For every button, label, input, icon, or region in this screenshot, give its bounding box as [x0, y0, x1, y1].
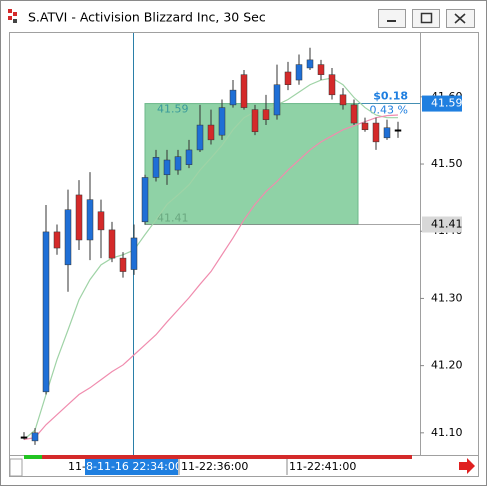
- x-tick-label: 8-11-16 22:34:00: [86, 460, 182, 473]
- candle-body: [273, 84, 281, 116]
- candle-body: [86, 199, 94, 241]
- candle-body: [185, 149, 193, 165]
- candle-body: [372, 122, 380, 143]
- candle-body: [42, 231, 50, 393]
- candle-body: [130, 237, 138, 270]
- candle-body: [295, 64, 303, 81]
- y-tick-label: 41.10: [431, 426, 463, 439]
- candle-body: [75, 194, 83, 241]
- candle-body: [174, 156, 182, 171]
- maximize-button[interactable]: [412, 9, 440, 28]
- candle-body: [229, 89, 237, 106]
- crosshair-time-box: [85, 459, 178, 475]
- candle-body: [64, 209, 72, 266]
- candle-body: [383, 127, 391, 139]
- candle-body: [284, 71, 292, 85]
- candle-body: [262, 109, 270, 120]
- y-tick-label: 41.30: [431, 291, 463, 304]
- plot: 41.59 41.41 $0.180.43 % 41.10 41.20 41.30 41.4…: [20, 47, 463, 475]
- app-icon: [8, 9, 17, 23]
- window-title: S.ATVI - Activision Blizzard Inc, 30 Sec: [28, 10, 266, 25]
- candle-body: [141, 177, 149, 223]
- candle-body: [53, 231, 61, 249]
- candle-body: [163, 159, 171, 176]
- candle-body: [339, 94, 347, 106]
- x-tick-label: 11-22:36:00: [181, 460, 248, 473]
- y-tick-label: 41.50: [431, 157, 463, 170]
- candle-body: [218, 107, 226, 136]
- y-tick-label: 41.20: [431, 359, 463, 372]
- candle-body: [196, 124, 204, 151]
- candle-body: [251, 109, 259, 133]
- price-marker-label: 41.41: [431, 218, 463, 231]
- candle-body: [306, 59, 314, 69]
- price-marker-box: [422, 95, 462, 112]
- scroll-right-arrow[interactable]: [459, 458, 475, 474]
- price-marker-box: [422, 216, 462, 233]
- candle-body: [394, 129, 402, 132]
- candle-body: [108, 229, 116, 259]
- price-marker-label: 41.59: [431, 97, 463, 110]
- candle-body: [20, 436, 28, 439]
- x-tick-label: 11-22:41:00: [289, 460, 356, 473]
- close-button[interactable]: [446, 9, 475, 28]
- candle-body: [119, 257, 127, 272]
- scroll-box[interactable]: [9, 458, 23, 477]
- measure-change: $0.18: [373, 90, 408, 103]
- candle-body: [31, 432, 39, 442]
- candle-body: [317, 64, 325, 75]
- session-bar: [42, 455, 412, 459]
- measure-percent: 0.43 %: [370, 104, 408, 117]
- candle-body: [207, 124, 215, 141]
- candle-body: [361, 122, 369, 131]
- moving-average-line: [23, 114, 399, 441]
- moving-average-line: [23, 77, 398, 441]
- measure-high-label: 41.59: [157, 103, 189, 116]
- candle-body: [328, 74, 336, 96]
- x-tick-label: 11-: [68, 460, 86, 473]
- candle-body: [97, 211, 105, 231]
- minimize-button[interactable]: [378, 9, 406, 28]
- candle-body: [350, 104, 358, 124]
- measure-low-label: 41.41: [157, 212, 189, 225]
- session-bar-start: [24, 455, 42, 459]
- candle-body: [240, 74, 248, 108]
- candle-body: [152, 157, 160, 178]
